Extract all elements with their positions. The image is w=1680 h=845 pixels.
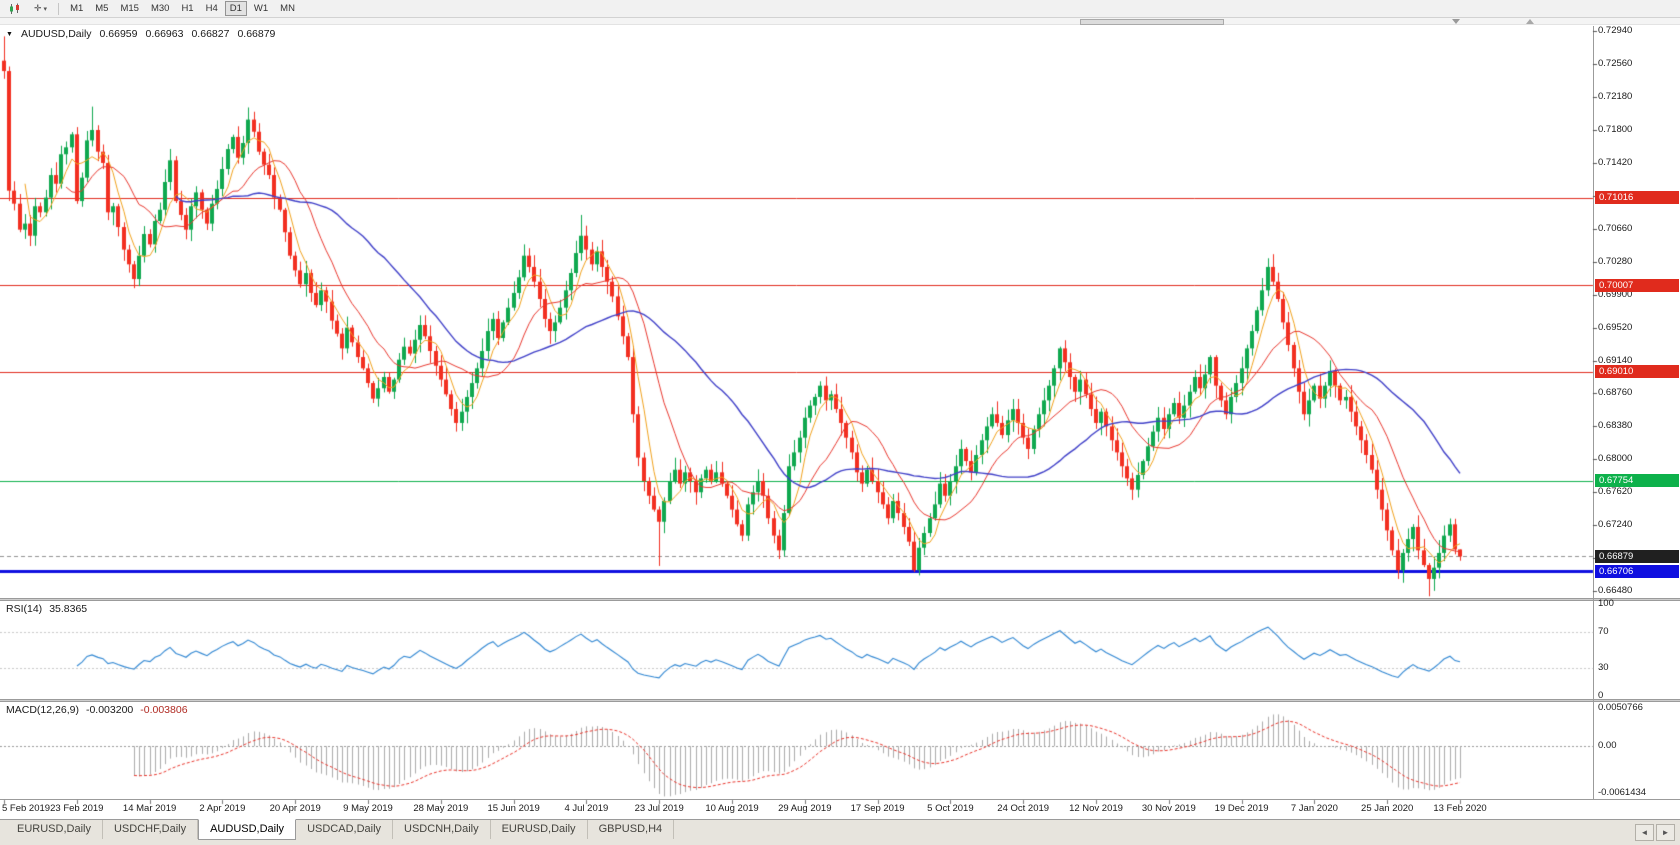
symbol-label: AUDUSD,Daily [20,28,92,40]
price-axis-tick: 0.70280 [1598,255,1633,267]
price-axis-tick: 0.72940 [1598,25,1633,37]
price-axis-tick: 0.72180 [1598,91,1633,103]
macd-name: MACD(12,26,9) [6,704,79,716]
chart-tabs: EURUSD,Daily USDCHF,Daily AUDUSD,Daily USDC… [6,819,675,840]
tabs-scroll-left-button[interactable]: ◄ [1635,824,1654,841]
chart-tab-audusd-daily[interactable]: AUDUSD,Daily [198,819,297,840]
macd-axis-tick: 0.0050766 [1598,702,1643,713]
rsi-axis-tick: 30 [1598,662,1609,674]
chart-tab-usdcad-daily[interactable]: USDCAD,Daily [296,820,394,839]
date-label: 2 Apr 2019 [199,803,246,814]
rsi-name: RSI(14) [6,603,43,615]
date-label: 20 Apr 2019 [269,803,321,814]
macd-signal-value: -0.003806 [140,704,188,716]
open-value: 0.66959 [99,28,138,40]
tab-scroll-buttons: ◄ ► [1635,824,1675,841]
tabs-scroll-right-button[interactable]: ► [1656,824,1675,841]
date-label: 28 May 2019 [413,803,469,814]
macd-main-value: -0.003200 [85,704,134,716]
rsi-value: 35.8365 [49,603,88,615]
date-label: 9 May 2019 [343,803,393,814]
price-tag-level: 0.67754 [1595,474,1679,488]
price-axis-tick: 0.68380 [1598,420,1633,432]
price-axis-tick: 0.68760 [1598,387,1633,399]
chart-tab-eurusd-daily[interactable]: EURUSD,Daily [6,820,103,839]
price-axis-tick: 0.70660 [1598,222,1633,234]
date-label: 29 Aug 2019 [778,803,832,814]
date-label: 17 Sep 2019 [850,803,905,814]
price-tag-level: 0.66706 [1595,564,1679,578]
low-value: 0.66827 [191,28,230,40]
macd-axis-tick: -0.0061434 [1598,787,1647,798]
date-label: 7 Jan 2020 [1290,803,1338,814]
date-label: 4 Jul 2019 [564,803,609,814]
rsi-axis-tick: 70 [1598,625,1609,637]
date-label: 5 Feb 2019 [2,803,51,814]
chart-tab-gbpusd-h4[interactable]: GBPUSD,H4 [588,820,675,839]
date-label: 12 Nov 2019 [1069,803,1123,814]
date-label: 19 Dec 2019 [1214,803,1269,814]
price-axis-tick: 0.66480 [1598,585,1633,597]
price-axis-tick: 0.69900 [1598,288,1633,300]
chart-tab-usdcnh-daily[interactable]: USDCNH,Daily [393,820,491,839]
macd-label: MACD(12,26,9) -0.003200 -0.003806 [6,704,188,716]
chart-tab-eurusd-daily[interactable]: EURUSD,Daily [491,820,588,839]
date-label: 25 Jan 2020 [1361,803,1414,814]
date-label: 30 Nov 2019 [1141,803,1196,814]
high-value: 0.66963 [145,28,184,40]
date-label: 23 Feb 2019 [50,803,104,814]
price-axis-tick: 0.69520 [1598,321,1633,333]
rsi-axis-tick: 0 [1598,690,1604,701]
date-label: 15 Jun 2019 [487,803,540,814]
price-axis-tick: 0.67240 [1598,519,1633,531]
collapse-arrow-icon[interactable]: ▼ [6,30,13,38]
rsi-axis-tick: 100 [1598,598,1614,609]
price-tag-level: 0.69010 [1595,365,1679,379]
chart-title: ▼ AUDUSD,Daily 0.66959 0.66963 0.66827 0… [6,28,275,40]
date-label: 5 Oct 2019 [927,803,974,814]
price-tag-level: 0.71016 [1595,191,1679,205]
rsi-label: RSI(14) 35.8365 [6,603,87,615]
macd-axis-tick: 0.00 [1598,740,1617,752]
price-axis-tick: 0.72560 [1598,58,1633,70]
close-value: 0.66879 [237,28,276,40]
price-axis-tick: 0.71420 [1598,156,1633,168]
chart-tab-usdchf-daily[interactable]: USDCHF,Daily [103,820,199,839]
date-label: 14 Mar 2019 [122,803,177,814]
price-axis-tick: 0.69140 [1598,354,1633,366]
price-axis-tick: 0.68000 [1598,453,1633,465]
date-label: 24 Oct 2019 [997,803,1050,814]
date-label: 23 Jul 2019 [634,803,684,814]
chart-tab-bar: EURUSD,Daily USDCHF,Daily AUDUSD,Daily USDC… [0,819,1680,845]
price-axis-tick: 0.71800 [1598,124,1633,135]
date-label: 10 Aug 2019 [705,803,759,814]
price-tag-level: 0.70007 [1595,278,1679,292]
date-label: 13 Feb 2020 [1433,803,1487,814]
price-tag-bid: 0.66879 [1595,549,1679,563]
price-axis-tick: 0.67620 [1598,486,1633,498]
